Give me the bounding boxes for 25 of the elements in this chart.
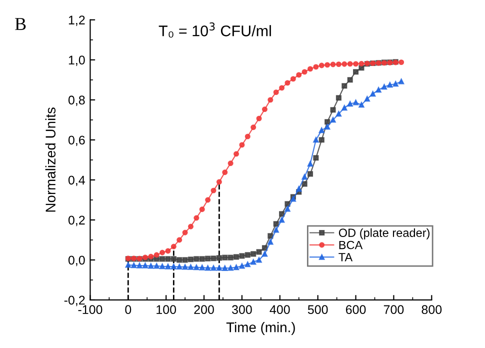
legend-label: BCA bbox=[339, 240, 363, 250]
chart-title: T₀ = 10$^{3}$ CFU/ml bbox=[158, 22, 271, 38]
y-tick-label: 1,0 bbox=[68, 56, 85, 66]
x-tick-label: 800 bbox=[422, 305, 442, 314]
y-tick-label: 0,6 bbox=[68, 136, 85, 146]
y-tick-label: 0,2 bbox=[68, 216, 85, 226]
x-tick-label: 600 bbox=[346, 305, 366, 314]
x-tick-label: 300 bbox=[232, 305, 252, 314]
y-tick-label: 0,4 bbox=[68, 176, 85, 186]
legend-label: TA bbox=[338, 253, 353, 262]
y-tick-label: -0,2 bbox=[64, 296, 85, 306]
x-tick-label: -100 bbox=[78, 305, 102, 314]
x-tick-label: 400 bbox=[270, 305, 290, 314]
x-tick-label: 0 bbox=[125, 305, 132, 314]
y-tick-label: 1,2 bbox=[68, 16, 85, 26]
x-axis-title: Time (min.) bbox=[226, 322, 295, 335]
x-tick-label: 100 bbox=[156, 305, 176, 314]
x-tick-label: 200 bbox=[194, 305, 214, 314]
y-tick-label: 0,0 bbox=[68, 256, 85, 266]
x-tick-label: 500 bbox=[308, 305, 328, 314]
y-axis-title: Normalized Units bbox=[45, 108, 56, 212]
y-tick-label: 0,8 bbox=[68, 96, 85, 106]
legend-label: OD (plate reader) bbox=[338, 228, 430, 240]
text: B bbox=[15, 18, 26, 30]
x-tick-label: 700 bbox=[384, 305, 404, 314]
